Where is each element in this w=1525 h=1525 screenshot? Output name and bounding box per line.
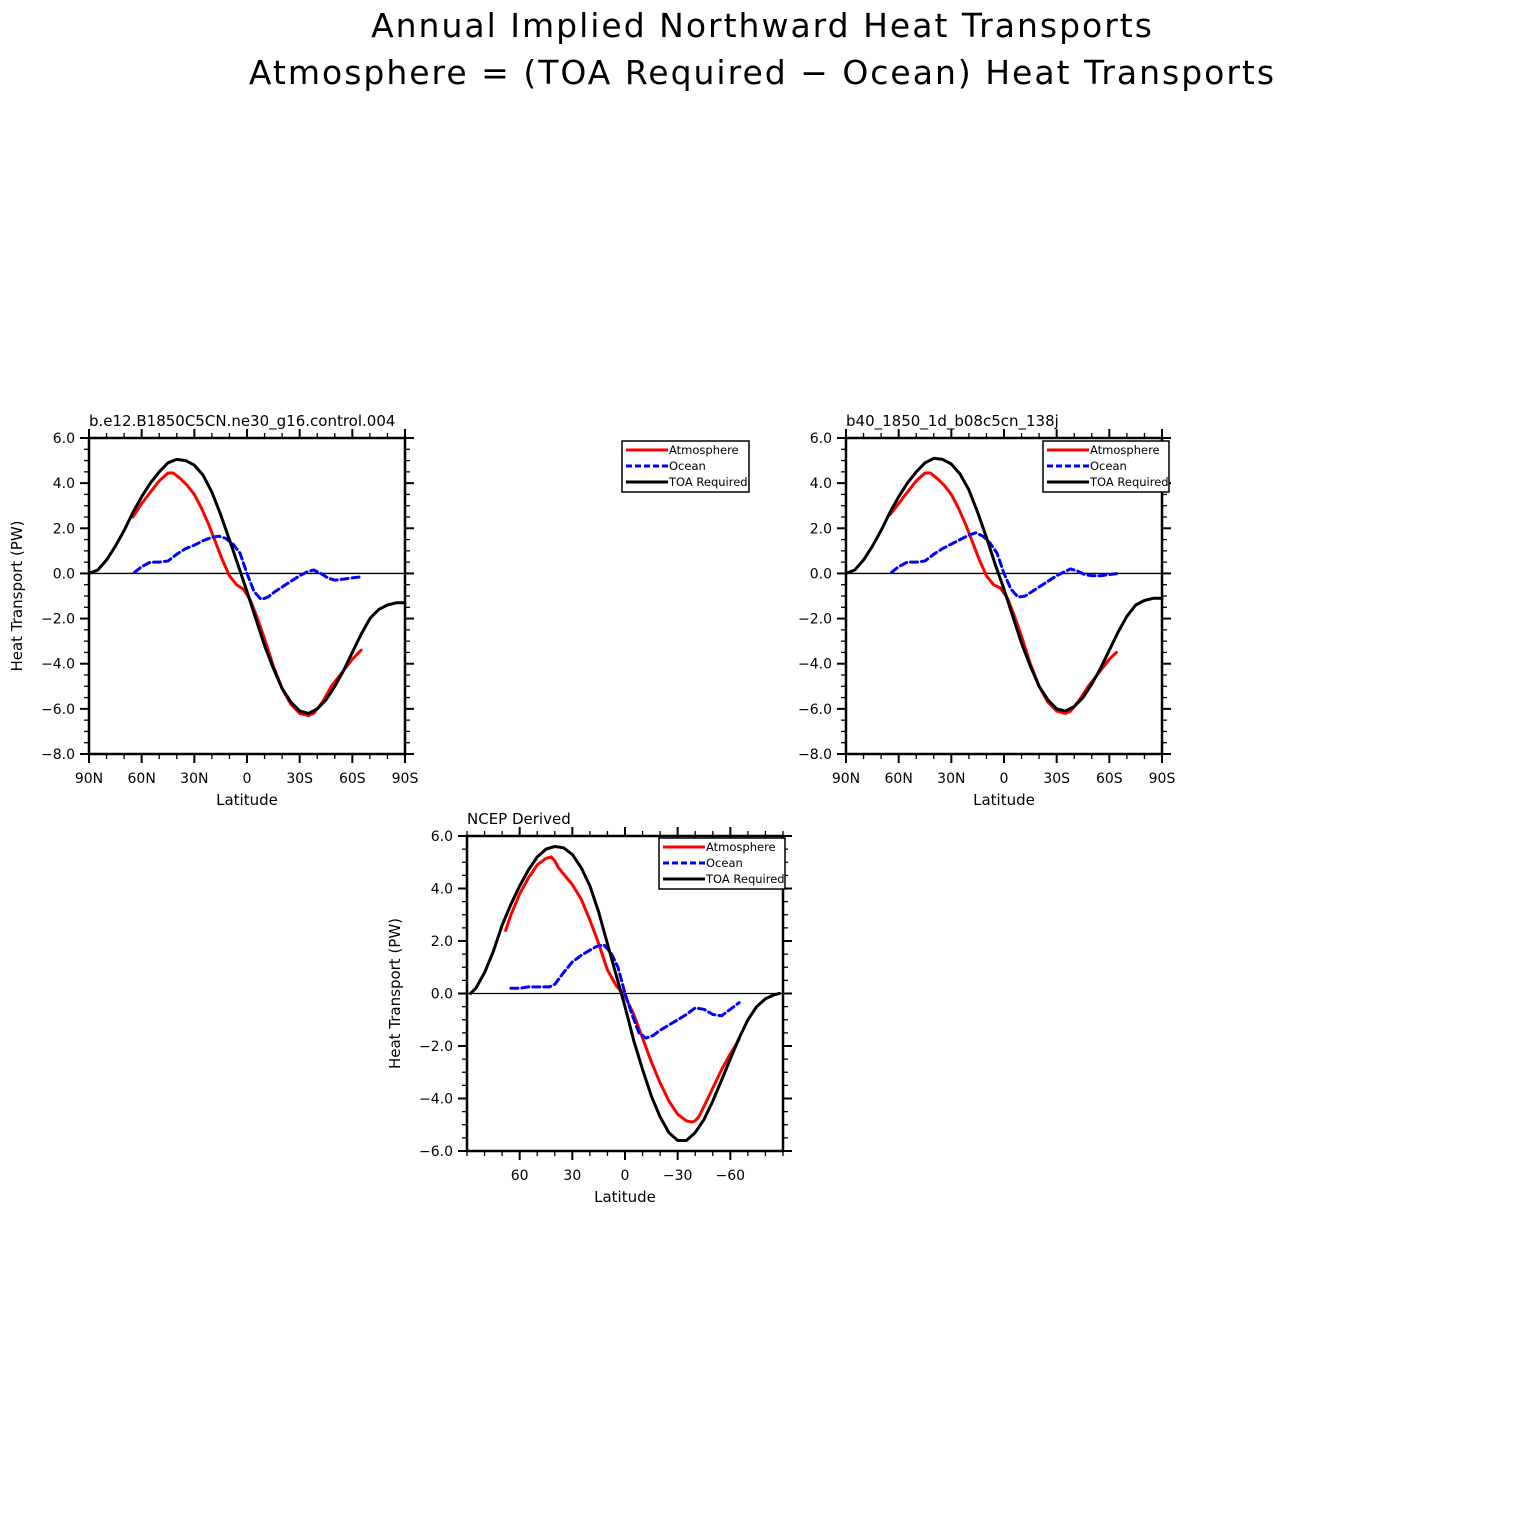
- x-tick-label: 90N: [832, 771, 860, 787]
- x-tick-label: 0: [1000, 771, 1009, 787]
- legend-label-toa: TOA Required: [705, 872, 785, 886]
- x-tick-label: 90S: [1149, 771, 1176, 787]
- y-tick-label: −2.0: [419, 1039, 453, 1055]
- series-line-ocean: [509, 943, 741, 1040]
- figure-title-line-1: Annual Implied Northward Heat Transports: [371, 6, 1154, 45]
- y-tick-label: 6.0: [431, 829, 453, 845]
- x-tick-label: 0: [621, 1168, 630, 1184]
- plot-frame: [87, 436, 407, 756]
- y-tick-label: −4.0: [798, 657, 832, 673]
- y-tick-label: 0.0: [431, 987, 453, 1003]
- series-line-toa: [469, 845, 781, 1142]
- x-tick-label: 30S: [286, 771, 313, 787]
- y-tick-label: −2.0: [41, 612, 75, 628]
- y-tick-label: 6.0: [53, 431, 75, 447]
- series-line-toa: [87, 457, 407, 715]
- figure-title-line-2: Atmosphere = (TOA Required − Ocean) Heat…: [248, 53, 1277, 92]
- y-axis-title: Heat Transport (PW): [8, 520, 26, 671]
- y-tick-label: 0.0: [53, 566, 75, 582]
- legend-label-atmosphere: Atmosphere: [1090, 443, 1160, 457]
- series-line-toa: [844, 456, 1164, 713]
- y-tick-label: 2.0: [431, 934, 453, 950]
- legend-label-ocean: Ocean: [669, 459, 706, 473]
- x-tick-label: 60N: [885, 771, 913, 787]
- x-tick-label: 60: [511, 1168, 529, 1184]
- legend-label-atmosphere: Atmosphere: [669, 443, 739, 457]
- x-tick-label: 90S: [392, 771, 419, 787]
- legend-label-atmosphere: Atmosphere: [706, 840, 776, 854]
- x-tick-label: 30S: [1043, 771, 1070, 787]
- series-line-atmosphere: [888, 471, 1118, 715]
- panel-title: NCEP Derived: [467, 810, 571, 828]
- x-tick-label: 30N: [937, 771, 965, 787]
- y-tick-label: 4.0: [431, 882, 453, 898]
- legend: Atmosphere Ocean TOA Required: [621, 440, 750, 493]
- y-tick-label: 4.0: [53, 476, 75, 492]
- x-tick-label: −60: [716, 1168, 746, 1184]
- legend: Atmosphere Ocean TOA Required: [1042, 440, 1170, 493]
- x-tick-label: 90N: [75, 771, 103, 787]
- legend-label-toa: TOA Required: [1089, 475, 1169, 489]
- y-tick-label: 2.0: [53, 521, 75, 537]
- x-axis-title: Latitude: [594, 1188, 656, 1206]
- x-tick-label: 0: [243, 771, 252, 787]
- legend-label-ocean: Ocean: [1090, 459, 1127, 473]
- series-line-atmosphere: [504, 855, 741, 1124]
- x-axis-title: Latitude: [973, 791, 1035, 809]
- y-tick-label: −6.0: [798, 702, 832, 718]
- chart-panel-3: NCEP Derived 6.0 4.0 2.0 0.0 −2.0 −4.0 −6.0 60 30…: [386, 810, 792, 1206]
- x-tick-label: −30: [663, 1168, 693, 1184]
- panel-title: b.e12.B1850C5CN.ne30_g16.control.004: [89, 412, 395, 431]
- y-tick-label: −4.0: [41, 657, 75, 673]
- chart-panel-1: b.e12.B1850C5CN.ne30_g16.control.004 6.0 4…: [8, 412, 750, 809]
- y-tick-label: −6.0: [41, 702, 75, 718]
- y-tick-label: 2.0: [810, 521, 832, 537]
- x-tick-label: 60N: [128, 771, 156, 787]
- y-tick-label: −2.0: [798, 612, 832, 628]
- legend-label-toa: TOA Required: [668, 475, 748, 489]
- x-axis-title: Latitude: [216, 791, 278, 809]
- legend-label-ocean: Ocean: [706, 856, 743, 870]
- series-line-ocean: [890, 531, 1120, 599]
- x-tick-label: 30: [563, 1168, 581, 1184]
- y-tick-label: 6.0: [810, 431, 832, 447]
- y-axis-title: Heat Transport (PW): [386, 918, 404, 1069]
- chart-panel-2: b40_1850_1d_b08c5cn_138j 6.0 4.0 2.0 0.0 −2.0…: [798, 412, 1175, 809]
- y-tick-label: −8.0: [798, 747, 832, 763]
- x-tick-label: 60S: [1096, 771, 1123, 787]
- legend: Atmosphere Ocean TOA Required: [658, 837, 786, 890]
- x-tick-label: 30N: [180, 771, 208, 787]
- y-tick-label: −8.0: [41, 747, 75, 763]
- plot-frame: [465, 834, 785, 1153]
- y-tick-label: −6.0: [419, 1144, 453, 1160]
- x-tick-label: 60S: [339, 771, 366, 787]
- series-line-ocean: [133, 534, 363, 601]
- panel-title: b40_1850_1d_b08c5cn_138j: [846, 412, 1059, 431]
- y-tick-label: −4.0: [419, 1092, 453, 1108]
- y-tick-label: 4.0: [810, 476, 832, 492]
- y-tick-label: 0.0: [810, 566, 832, 582]
- plot-frame: [844, 436, 1164, 756]
